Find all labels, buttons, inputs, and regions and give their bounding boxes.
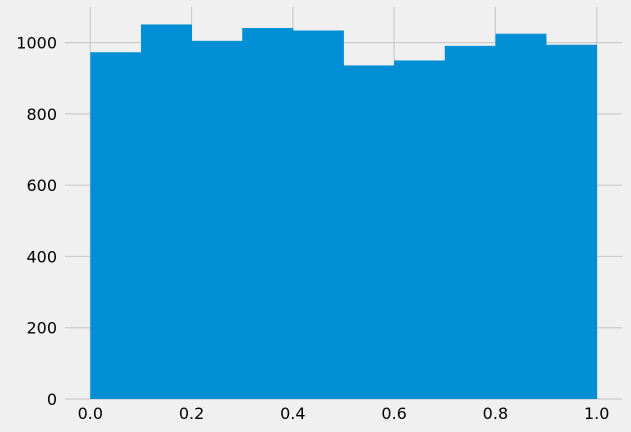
x-tick-label-1: 0.2 [179,404,204,423]
x-tick-label-4: 0.8 [483,404,508,423]
y-tick-label-3: 600 [26,176,57,195]
histogram-bar-9 [546,44,598,400]
histogram-bar-1 [140,24,192,399]
histogram-bar-5 [343,65,395,399]
bars [90,24,598,400]
histogram-bar-6 [394,60,446,400]
x-tick-label-3: 0.6 [381,404,406,423]
histogram-bar-3 [242,28,294,400]
y-tick-label-4: 800 [26,105,57,124]
x-tick-label-0: 0.0 [78,404,103,423]
x-tick-label-2: 0.4 [280,404,305,423]
y-tick-label-1: 200 [26,319,57,338]
y-tick-label-2: 400 [26,247,57,266]
histogram-bar-2 [191,40,243,399]
x-tick-label-5: 1.0 [584,404,609,423]
histogram-bar-8 [495,33,547,400]
y-tick-label-0: 0 [47,390,57,409]
tick-labels: 0.0 0.2 0.4 0.6 0.8 1.0 0 200 400 600 800 1000 [16,34,609,423]
histogram-bar-0 [90,52,142,400]
histogram-bar-7 [444,45,496,400]
histogram-bar-4 [292,30,344,400]
y-tick-label-5: 1000 [16,34,57,53]
